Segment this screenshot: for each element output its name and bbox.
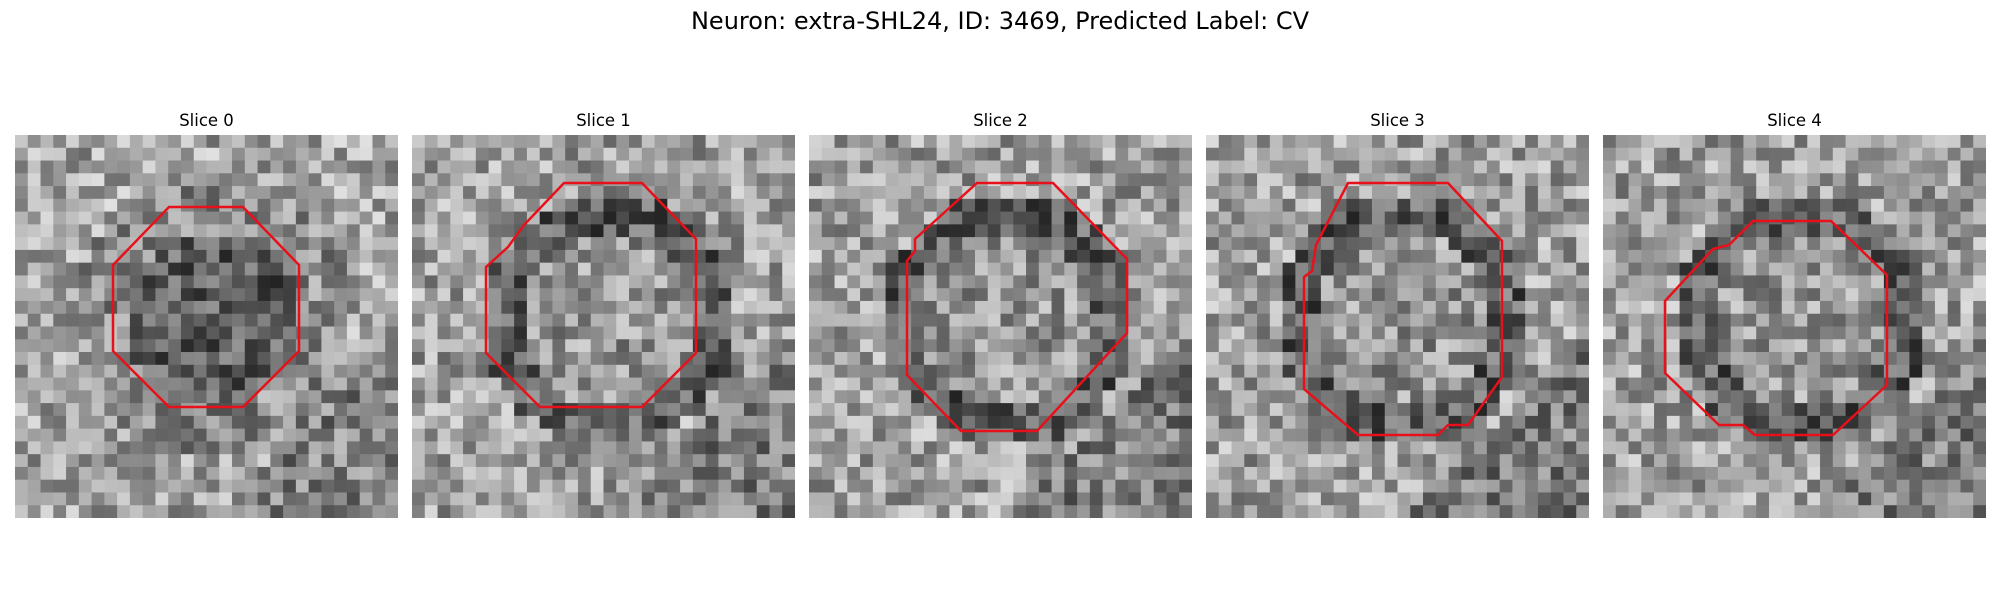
pixel-grid xyxy=(15,135,398,518)
slice-panel-0: Slice 0 xyxy=(15,108,398,518)
slice-panel-1: Slice 1 xyxy=(412,108,795,518)
contour-outline xyxy=(905,181,1129,433)
pixel-grid xyxy=(1206,135,1589,518)
slice-panel-4: Slice 4 xyxy=(1603,108,1986,518)
contour-outline xyxy=(1302,181,1504,437)
slice-image-0 xyxy=(15,135,398,518)
slice-title-3: Slice 3 xyxy=(1370,111,1425,130)
pixel-grid xyxy=(809,135,1192,518)
contour-outline xyxy=(111,205,301,409)
figure-title: Neuron: extra-SHL24, ID: 3469, Predicted… xyxy=(690,7,1310,35)
slice-image-2 xyxy=(809,135,1192,518)
contour-outline xyxy=(1663,219,1889,437)
slice-image-3 xyxy=(1206,135,1589,518)
slice-panel-3: Slice 3 xyxy=(1206,108,1589,518)
pixel-grid xyxy=(412,135,795,518)
slice-panel-2: Slice 2 xyxy=(809,108,1192,518)
slice-image-4 xyxy=(1603,135,1986,518)
contour-outline xyxy=(484,181,698,409)
slice-title-2: Slice 2 xyxy=(973,111,1028,130)
pixel-grid xyxy=(1603,135,1986,518)
slice-title-0: Slice 0 xyxy=(179,111,234,130)
slice-title-4: Slice 4 xyxy=(1767,111,1822,130)
slice-image-1 xyxy=(412,135,795,518)
slice-title-1: Slice 1 xyxy=(576,111,631,130)
